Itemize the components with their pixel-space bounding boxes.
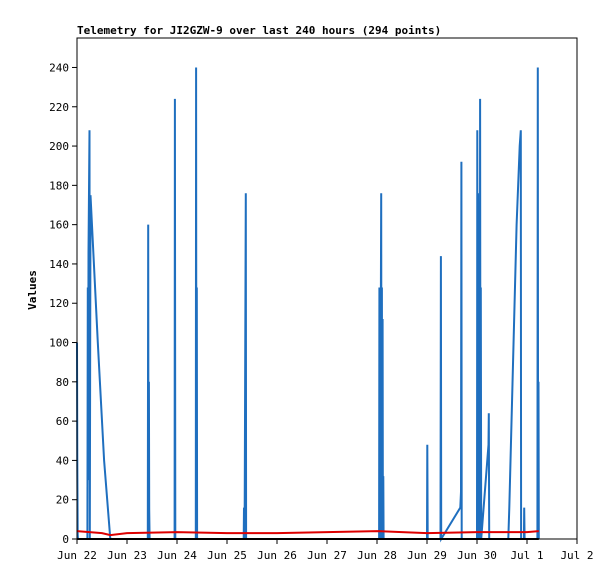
x-tick-label: Jun 27 <box>307 549 347 562</box>
x-tick-label: Jun 25 <box>207 549 247 562</box>
y-tick-label: 80 <box>56 376 69 389</box>
series-line-1 <box>76 530 539 537</box>
y-tick-label: 60 <box>56 415 69 428</box>
y-tick-label: 120 <box>49 297 69 310</box>
x-tick-label: Jul 1 <box>510 549 543 562</box>
y-axis-label: Values <box>26 270 39 310</box>
y-tick-label: 100 <box>49 337 69 350</box>
y-tick-label: 240 <box>49 61 69 74</box>
x-axis-ticks: Jun 22 Jun 23 Jun 24 Jun 25 Jun 26 Jun 27 Jun … <box>57 539 594 562</box>
chart-title: Telemetry for JI2GZW-9 over last 240 hou… <box>77 24 441 37</box>
x-tick-label: Jul 2 <box>560 549 593 562</box>
y-tick-label: 180 <box>49 179 69 192</box>
x-tick-label: Jun 29 <box>407 549 447 562</box>
y-tick-label: 140 <box>49 258 69 271</box>
x-tick-label: Jun 23 <box>107 549 147 562</box>
y-tick-label: 200 <box>49 140 69 153</box>
y-tick-label: 220 <box>49 101 69 114</box>
y-tick-label: 40 <box>56 454 69 467</box>
x-tick-label: Jun 28 <box>357 549 397 562</box>
x-tick-label: Jun 24 <box>157 549 197 562</box>
y-axis-ticks: 0 20 40 60 80 100 120 140 160 180 200 220 240 <box>49 61 77 546</box>
x-tick-label: Jun 22 <box>57 549 97 562</box>
x-tick-label: Jun 26 <box>257 549 297 562</box>
y-tick-label: 0 <box>62 533 69 546</box>
y-tick-label: 20 <box>56 494 69 507</box>
plot-frame <box>76 37 578 540</box>
plot-area <box>76 67 540 543</box>
y-tick-label: 160 <box>49 219 69 232</box>
x-tick-label: Jun 30 <box>457 549 497 562</box>
series-line-0 <box>76 67 540 543</box>
